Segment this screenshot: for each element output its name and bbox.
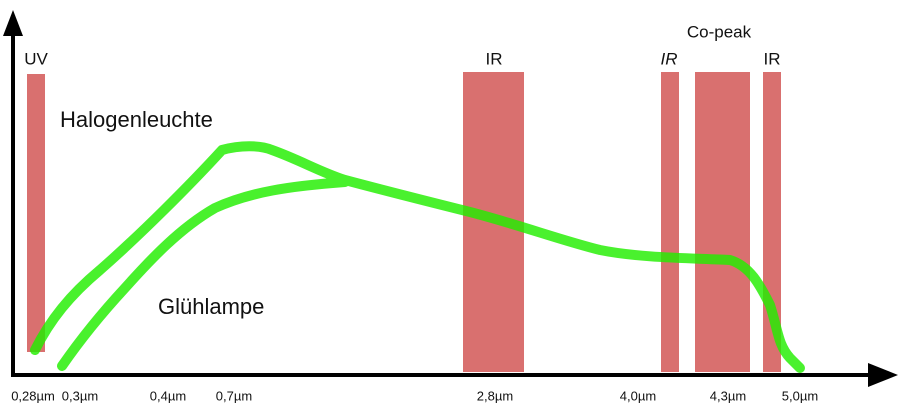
curve-halogen	[30, 141, 805, 373]
x-tick-label: 4,0µm	[620, 388, 656, 403]
band-co-peak	[695, 72, 750, 372]
band-label: Co-peak	[687, 22, 752, 41]
x-tick-label: 0,28µm	[11, 388, 55, 403]
x-tick-label: 4,3µm	[710, 388, 746, 403]
curve-gluehlampe	[57, 177, 350, 371]
x-tick-label: 0,7µm	[216, 388, 252, 403]
band-ir	[661, 72, 679, 372]
curve-label: Glühlampe	[158, 294, 264, 319]
curve-label: Halogenleuchte	[60, 107, 213, 132]
axes	[11, 30, 872, 377]
band-label: IR	[486, 49, 503, 68]
x-tick-label: 0,4µm	[150, 388, 186, 403]
band-label: IR	[764, 49, 781, 68]
x-tick-label: 2,8µm	[477, 388, 513, 403]
x-ticks: 0,28µm 0,3µm 0,4µm 0,7µm 2,8µm 4,0µm 4,3µm 5,0µ…	[11, 388, 818, 403]
x-arrow	[868, 363, 898, 387]
x-tick-label: 0,3µm	[62, 388, 98, 403]
y-arrow	[3, 10, 23, 36]
band-label: IR	[661, 49, 678, 68]
band-label: UV	[24, 49, 48, 68]
x-tick-label: 5,0µm	[782, 388, 818, 403]
band-uv	[27, 74, 45, 352]
curves	[30, 141, 805, 373]
